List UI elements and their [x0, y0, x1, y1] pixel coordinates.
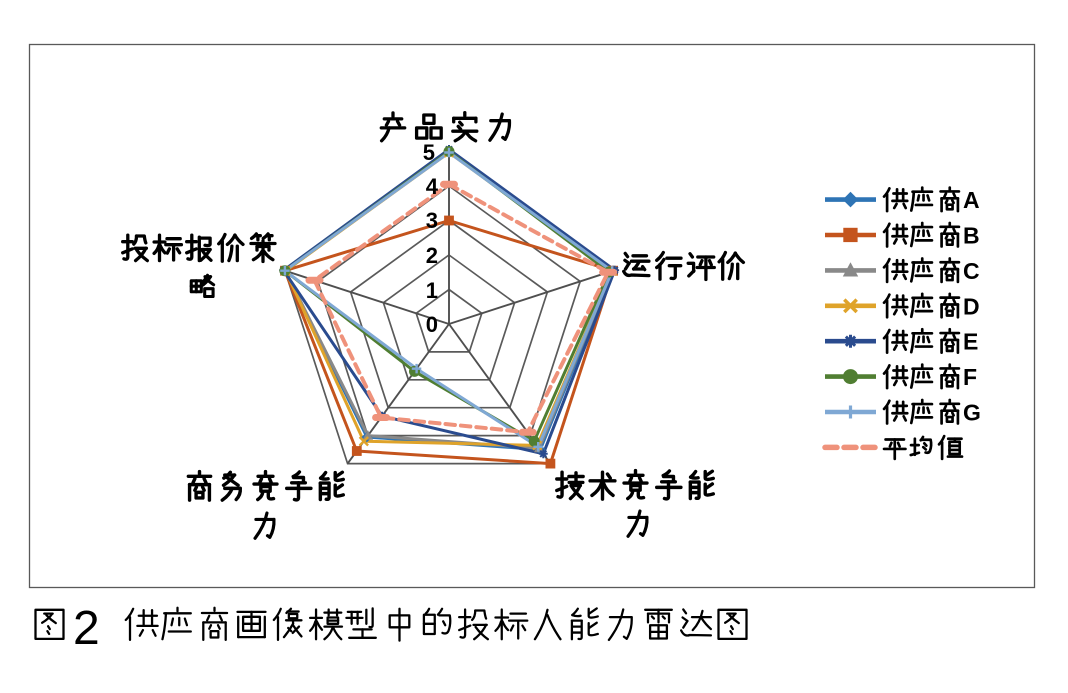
svg-text:4: 4 — [426, 174, 439, 199]
svg-text:B: B — [963, 223, 980, 249]
svg-text:2: 2 — [73, 602, 100, 655]
svg-text:C: C — [963, 258, 980, 284]
svg-text:5: 5 — [423, 140, 435, 165]
svg-text:G: G — [963, 400, 981, 426]
svg-text:A: A — [963, 187, 980, 213]
svg-text:3: 3 — [426, 208, 438, 233]
svg-text:F: F — [963, 364, 977, 390]
svg-text:1: 1 — [426, 278, 438, 303]
svg-text:0: 0 — [426, 312, 438, 337]
svg-text:E: E — [963, 329, 978, 355]
svg-text:2: 2 — [426, 243, 438, 268]
svg-text:D: D — [963, 293, 980, 319]
